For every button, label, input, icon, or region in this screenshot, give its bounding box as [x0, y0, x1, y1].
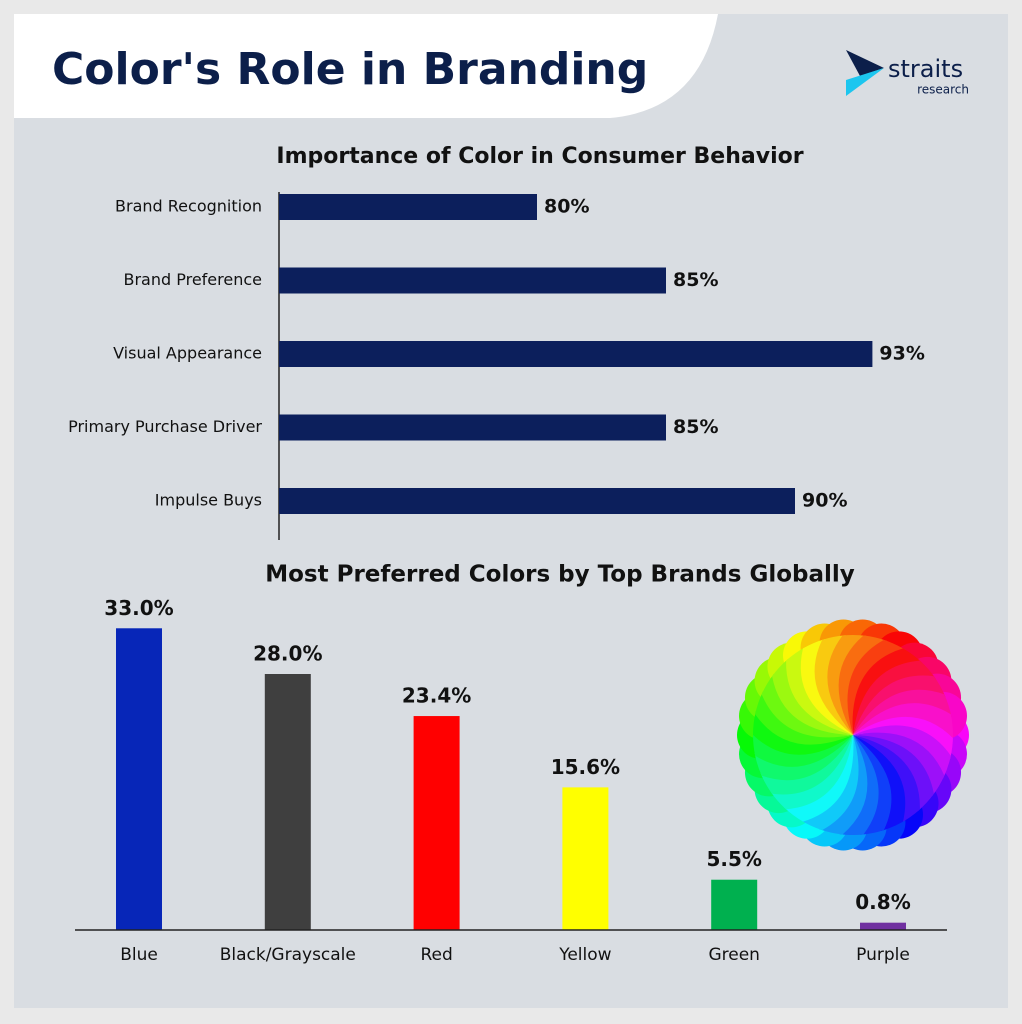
header-panel: [14, 14, 718, 118]
logo-mark-dark: [846, 50, 884, 76]
value-label: 23.4%: [402, 684, 471, 708]
page-title: Color's Role in Branding: [52, 44, 648, 95]
bar: [562, 787, 609, 930]
bar: [279, 194, 537, 220]
value-label: 5.5%: [706, 847, 761, 871]
category-label: Primary Purchase Driver: [68, 417, 262, 436]
category-label: Purple: [856, 945, 910, 965]
wheel-blade: [754, 735, 853, 781]
bar: [264, 674, 311, 930]
value-label: 15.6%: [551, 755, 620, 779]
chart-title: Importance of Color in Consumer Behavior: [276, 144, 803, 169]
wheel-blade: [814, 635, 853, 735]
wheel-blade: [783, 735, 854, 822]
wheel-blade: [838, 635, 887, 735]
wheel-blade: [755, 691, 853, 745]
wheel-blade: [853, 660, 936, 735]
wheel-blade: [752, 731, 853, 767]
wheel-blade: [753, 711, 853, 755]
wheel-blade: [839, 735, 879, 835]
wheel-blade: [853, 732, 945, 797]
wheel-blade: [800, 638, 853, 735]
logo-sub: research: [917, 83, 969, 97]
bar: [279, 341, 873, 367]
wheel-blade: [827, 634, 867, 735]
wheel-blade: [853, 725, 951, 779]
value-label: 93%: [879, 343, 924, 365]
value-label: 28.0%: [253, 642, 322, 666]
value-label: 33.0%: [104, 596, 173, 620]
value-label: 85%: [673, 416, 718, 438]
chart-title: Most Preferred Colors by Top Brands Glob…: [265, 562, 855, 588]
wheel-blade: [819, 735, 868, 835]
wheel-blade: [853, 735, 934, 812]
bar: [279, 414, 666, 441]
wheel-blade: [853, 689, 952, 735]
category-label: Green: [708, 945, 759, 965]
wheel-blade: [853, 735, 892, 835]
bar: [116, 628, 162, 930]
bar: [711, 879, 758, 930]
bar: [279, 267, 666, 294]
value-label: 85%: [673, 269, 718, 291]
category-label: Impulse Buys: [155, 491, 262, 510]
category-label: Blue: [120, 945, 158, 965]
wheel-blade: [853, 715, 953, 759]
category-label: Brand Preference: [123, 270, 262, 289]
category-label: Red: [420, 945, 452, 965]
value-label: 80%: [544, 196, 589, 218]
logo: straits research: [846, 50, 969, 97]
wheel-blade: [761, 673, 853, 738]
wheel-blade: [770, 735, 853, 810]
bar: [860, 922, 906, 930]
color-wheel: [737, 619, 969, 851]
value-label: 0.8%: [855, 890, 910, 914]
wheel-blade: [772, 658, 853, 735]
category-label: Black/Grayscale: [220, 945, 356, 965]
wheel-blade: [800, 735, 859, 831]
wheel-blade: [853, 735, 906, 832]
category-label: Visual Appearance: [113, 344, 262, 363]
logo-mark-light: [846, 68, 884, 96]
category-label: Yellow: [558, 945, 611, 965]
bar: [279, 488, 795, 514]
category-label: Brand Recognition: [115, 197, 262, 216]
logo-name: straits: [888, 55, 963, 83]
bar: [413, 716, 460, 930]
wheel-blade: [853, 703, 953, 739]
value-label: 90%: [802, 490, 847, 512]
wheel-blade: [852, 648, 923, 735]
wheel-blade: [847, 639, 906, 735]
